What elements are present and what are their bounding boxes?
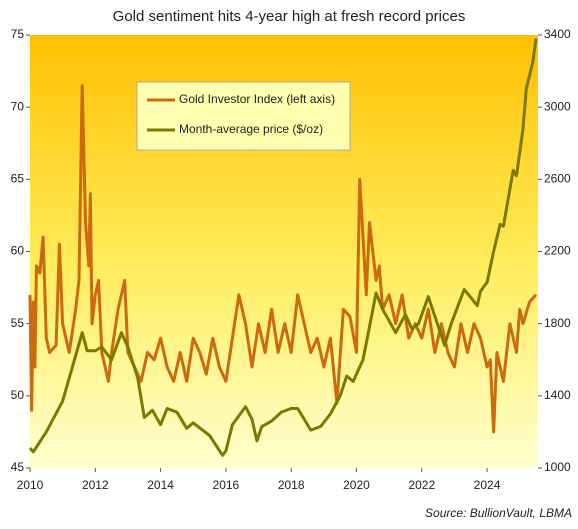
- y-tick-label: 45: [11, 460, 25, 474]
- x-tick-label: 2012: [82, 478, 109, 492]
- y2-tick-label: 3000: [544, 99, 571, 113]
- x-tick-label: 2018: [278, 478, 305, 492]
- x-tick-label: 2010: [17, 478, 44, 492]
- source: Source: BullionVault, LBMA: [425, 506, 572, 520]
- data-line: [28, 38, 538, 457]
- y2-tick-label: 1000: [544, 460, 571, 474]
- x-tick-label: 2022: [408, 478, 435, 492]
- chart-title: Gold sentiment hits 4-year high at fresh…: [113, 8, 466, 25]
- y2-tick-label: 3400: [544, 27, 571, 41]
- y-tick-label: 70: [11, 99, 25, 113]
- y-tick-label: 75: [11, 27, 25, 41]
- y2-tick-label: 1800: [544, 316, 571, 330]
- legend-box: [136, 81, 351, 151]
- x-tick-label: 2016: [213, 478, 240, 492]
- y2-tick-label: 2200: [544, 244, 571, 258]
- x-tick-label: 2024: [474, 478, 501, 492]
- x-tick-label: 2014: [147, 478, 174, 492]
- y2-tick-label: 1400: [544, 388, 571, 402]
- y2-tick-label: 2600: [544, 172, 571, 186]
- y-tick-label: 60: [11, 244, 25, 258]
- legend-label: Gold Investor Index (left axis): [179, 92, 335, 106]
- y-tick-label: 50: [11, 388, 25, 402]
- x-tick-label: 2020: [343, 478, 370, 492]
- y-tick-label: 55: [11, 316, 25, 330]
- data-line: [28, 84, 538, 434]
- legend-label: Month-average price ($/oz): [179, 122, 323, 136]
- y-tick-label: 65: [11, 172, 25, 186]
